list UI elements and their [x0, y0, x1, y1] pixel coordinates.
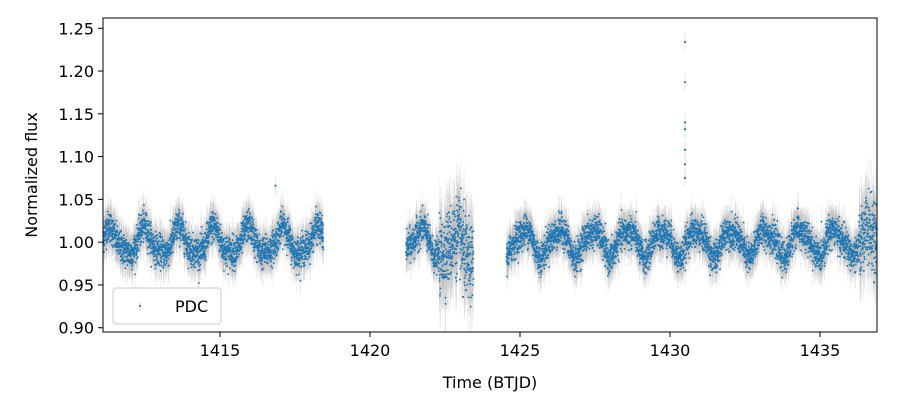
light-curve-figure: 14151420142514301435 0.900.951.001.051.1…: [0, 0, 897, 414]
light-curve-chart: 14151420142514301435 0.900.951.001.051.1…: [0, 0, 897, 414]
